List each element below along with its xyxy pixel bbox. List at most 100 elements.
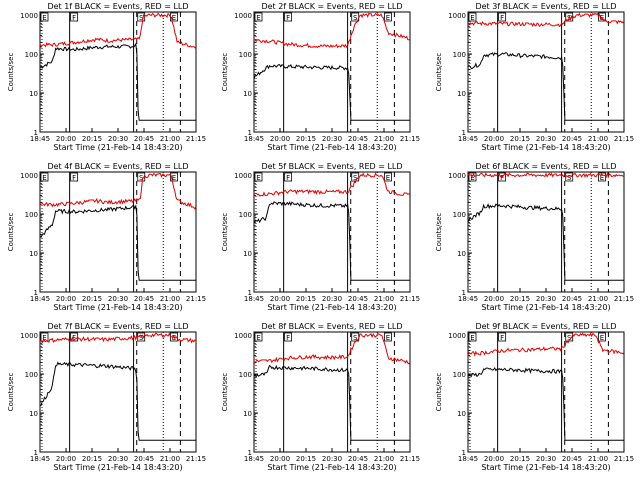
lld-series-line [467,332,625,357]
segment-flag-label: S [353,14,358,22]
segment-flag-label: F [500,334,504,342]
x-axis-label: Start Time (21-Feb-14 18:43:20) [53,463,182,472]
segment-flag-label: F [500,174,504,182]
segment-flag-label: S [567,334,572,342]
segment-flag-label: E [470,174,474,182]
x-tick-label: 21:15 [186,455,206,463]
x-tick-label: 20:45 [562,135,582,143]
y-axis-label: Counts/sec [221,373,229,412]
lld-series-line [39,172,197,210]
x-tick-label: 21:00 [588,135,608,143]
segment-flag-label: E [470,14,474,22]
x-tick-label: 20:45 [134,135,154,143]
segment-flag-label: E [600,174,604,182]
y-tick-label: 1000 [20,12,38,20]
y-axis-label: Counts/sec [221,53,229,92]
x-tick-label: 21:15 [400,295,420,303]
y-tick-label: 1000 [448,332,466,340]
x-tick-label: 20:30 [108,455,128,463]
segment-flag-box [40,12,49,22]
segment-flag-box [384,332,392,342]
segment-flag-label: E [172,334,176,342]
segment-flag-label: E [256,174,260,182]
y-tick-label: 100 [239,51,252,59]
segment-flag-label: S [139,174,144,182]
x-tick-label: 21:15 [614,455,634,463]
segment-flag-box [254,332,263,342]
x-tick-label: 18:45 [458,455,478,463]
y-tick-label: 10 [243,410,252,418]
plot-frame [467,11,625,133]
y-tick-label: 100 [25,51,38,59]
segment-flag-box [70,12,79,22]
x-tick-label: 21:15 [400,455,420,463]
segment-flag-label: F [286,334,290,342]
segment-flag-box [384,172,392,182]
segment-flag-label: E [42,334,46,342]
segment-flag-label: E [386,14,390,22]
x-tick-label: 20:15 [296,455,316,463]
lld-series-line [467,12,625,28]
x-tick-label: 20:30 [322,135,342,143]
x-tick-label: 20:00 [270,455,290,463]
x-tick-label: 20:00 [56,295,76,303]
segment-flag-box [284,332,293,342]
segment-flag-box [137,12,146,22]
y-axis-label: Counts/sec [435,213,443,252]
x-axis-label: Start Time (21-Feb-14 18:43:20) [267,463,396,472]
x-tick-label: 18:45 [244,135,264,143]
segment-flag-box [170,172,178,182]
segment-flag-box [384,12,392,22]
x-tick-label: 20:30 [536,455,556,463]
plot-title: Det 4f BLACK = Events, RED = LLD [47,162,188,171]
y-tick-label: 1 [34,449,38,457]
segment-flag-box [565,172,574,182]
segment-flag-box [468,12,477,22]
segment-flag-box [468,172,477,182]
segment-flag-label: E [386,174,390,182]
x-tick-label: 20:00 [484,135,504,143]
x-tick-label: 20:45 [348,295,368,303]
x-tick-label: 20:15 [510,455,530,463]
x-tick-label: 18:45 [30,295,50,303]
x-tick-label: 21:15 [400,135,420,143]
x-axis-label: Start Time (21-Feb-14 18:43:20) [481,463,610,472]
y-tick-label: 10 [29,250,38,258]
x-tick-label: 20:45 [562,455,582,463]
y-tick-label: 100 [453,211,466,219]
lld-series-line [39,12,197,50]
events-series-line [253,201,410,281]
y-tick-label: 100 [25,211,38,219]
segment-flag-box [468,332,477,342]
y-tick-label: 1 [462,449,466,457]
x-tick-label: 20:45 [134,295,154,303]
events-series-line [39,204,196,281]
segment-flag-label: E [172,174,176,182]
segment-flag-label: E [172,14,176,22]
y-tick-label: 10 [29,410,38,418]
x-tick-label: 20:15 [296,295,316,303]
x-tick-label: 20:45 [134,455,154,463]
x-tick-label: 18:45 [244,295,264,303]
x-tick-label: 20:30 [322,295,342,303]
x-tick-label: 21:00 [160,455,180,463]
lld-series-line [253,12,411,49]
events-series-line [467,52,624,121]
x-tick-label: 20:15 [296,135,316,143]
x-axis-label: Start Time (21-Feb-14 18:43:20) [53,143,182,152]
x-tick-label: 20:15 [82,455,102,463]
x-tick-label: 21:00 [160,135,180,143]
x-tick-label: 20:00 [484,295,504,303]
plot-title: Det 7f BLACK = Events, RED = LLD [47,322,188,331]
y-tick-label: 1 [34,289,38,297]
segment-flag-label: S [353,334,358,342]
x-tick-label: 21:15 [614,295,634,303]
x-tick-label: 18:45 [458,295,478,303]
x-tick-label: 21:00 [374,455,394,463]
x-tick-label: 20:15 [510,135,530,143]
x-tick-label: 20:15 [510,295,530,303]
x-tick-label: 20:30 [108,295,128,303]
x-tick-label: 21:00 [374,295,394,303]
segment-flag-label: S [353,174,358,182]
